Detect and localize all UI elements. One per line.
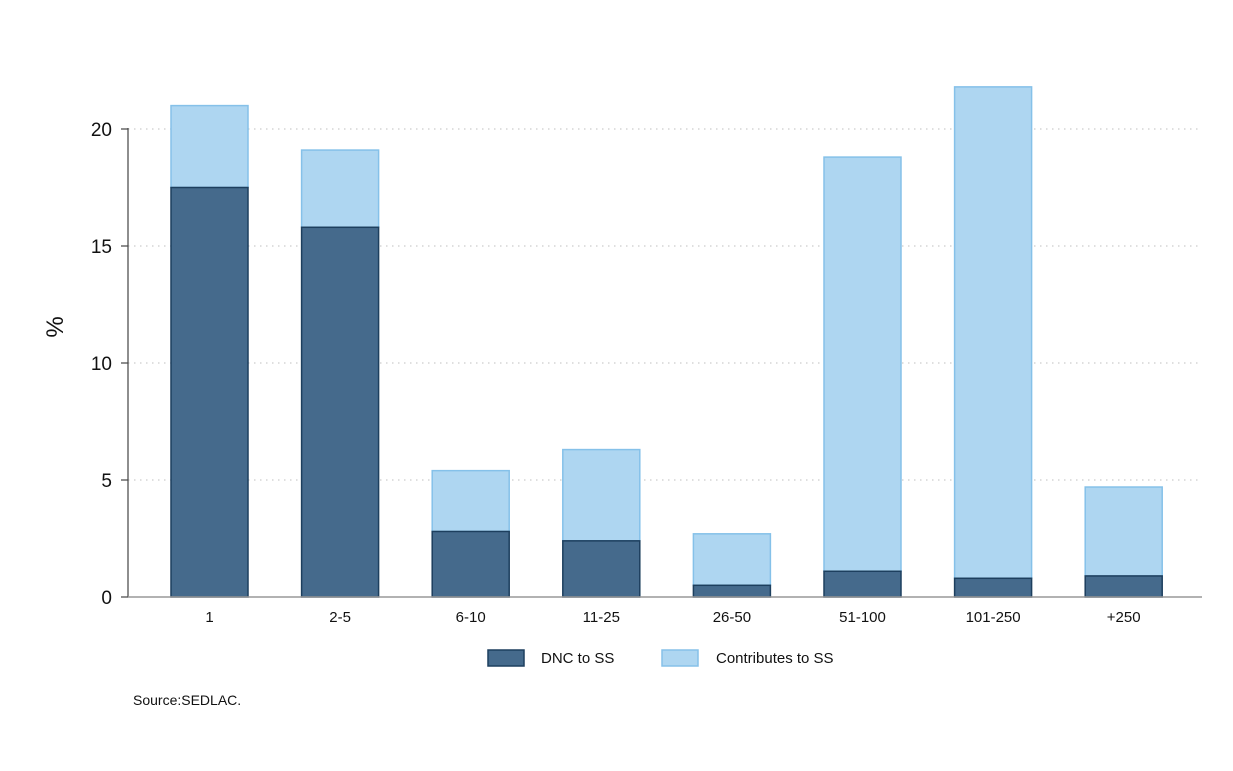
bar-segment-dnc — [431, 530, 510, 598]
bar-segment-contributes — [823, 156, 902, 573]
x-tick-label: 2-5 — [329, 609, 351, 626]
gridlines — [128, 128, 1202, 598]
x-tick-label: 11-25 — [583, 609, 620, 626]
bar-segment-contributes — [170, 104, 249, 189]
y-axis-label: % — [42, 316, 69, 337]
x-tick-labels: 1 2-5 6-10 11-25 26-50 51-100 101-250 +250 — [205, 609, 1140, 626]
x-tick-label: 51-100 — [839, 609, 886, 626]
x-tick-label: +250 — [1107, 609, 1141, 626]
x-tick-label: 26-50 — [713, 609, 751, 626]
bars — [170, 86, 1163, 598]
bar-segment-contributes — [953, 86, 1033, 580]
x-tick-label: 1 — [205, 609, 213, 626]
bar-segment-dnc — [692, 584, 772, 598]
bar-segment-contributes — [1084, 486, 1163, 577]
bar-segment-dnc — [1084, 575, 1163, 598]
y-tick-label: 15 — [91, 237, 112, 258]
y-tick-label: 10 — [91, 354, 112, 375]
bar-segment-dnc — [300, 226, 380, 598]
bar-segment-dnc — [823, 570, 902, 598]
legend-label-contributes: Contributes to SS — [716, 650, 834, 667]
bar-segment-contributes — [562, 448, 641, 542]
bar-segment-contributes — [692, 533, 772, 587]
y-tick-label: 20 — [91, 120, 112, 141]
y-tick-label: 0 — [101, 588, 112, 609]
bar-segment-dnc — [953, 577, 1033, 598]
bar-segment-contributes — [300, 149, 380, 229]
bar-segment-contributes — [431, 469, 510, 533]
legend: DNC to SS Contributes to SS — [487, 649, 834, 667]
legend-swatch-dnc — [487, 649, 525, 667]
y-tick-label: 5 — [101, 471, 112, 492]
bar-segment-dnc — [562, 540, 641, 598]
y-tick-labels: 0 5 10 15 20 — [91, 120, 128, 609]
source-note: Source:SEDLAC. — [133, 692, 241, 708]
legend-swatch-contributes — [661, 649, 699, 667]
legend-label-dnc: DNC to SS — [541, 650, 614, 667]
x-tick-label: 6-10 — [456, 609, 486, 626]
x-tick-label: 101-250 — [966, 609, 1021, 626]
bar-segment-dnc — [170, 186, 249, 598]
